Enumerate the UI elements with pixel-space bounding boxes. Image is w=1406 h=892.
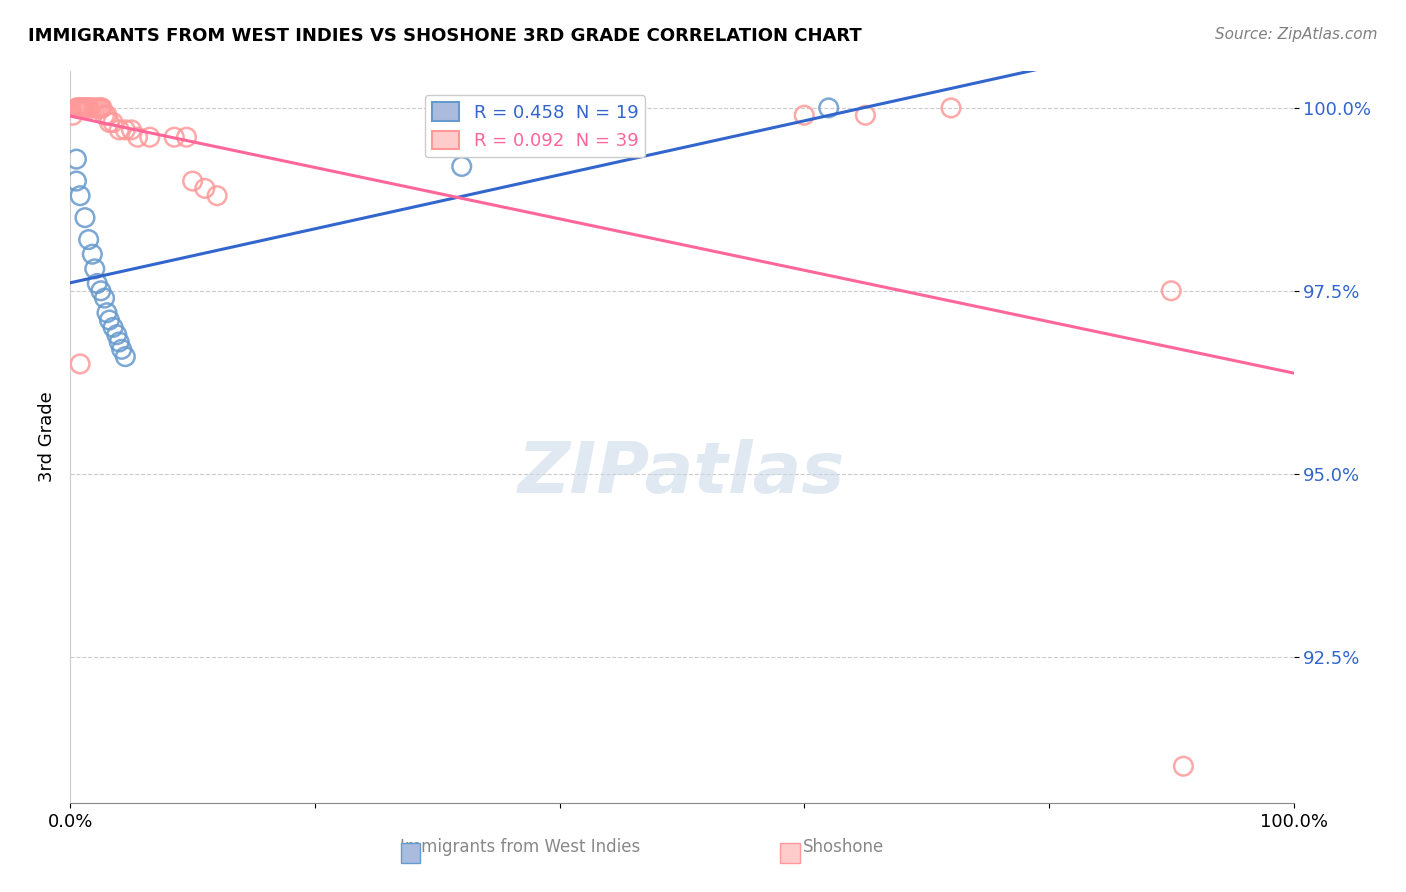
Point bbox=[1160, 284, 1182, 298]
Point bbox=[98, 313, 121, 327]
Text: ZIPatlas: ZIPatlas bbox=[519, 439, 845, 508]
Point bbox=[82, 101, 104, 115]
Point bbox=[108, 334, 131, 349]
Point bbox=[76, 101, 98, 115]
Point bbox=[93, 108, 115, 122]
Point bbox=[77, 233, 100, 247]
Point bbox=[89, 101, 111, 115]
Point bbox=[65, 101, 87, 115]
Text: Shoshone: Shoshone bbox=[803, 838, 884, 856]
Point bbox=[66, 101, 89, 115]
Point bbox=[176, 130, 198, 145]
Point bbox=[82, 247, 104, 261]
Point bbox=[127, 130, 149, 145]
Point bbox=[101, 320, 124, 334]
Point bbox=[793, 108, 815, 122]
Point bbox=[69, 188, 91, 202]
Point bbox=[98, 115, 121, 129]
Y-axis label: 3rd Grade: 3rd Grade bbox=[38, 392, 56, 483]
Point bbox=[163, 130, 186, 145]
Point bbox=[77, 101, 100, 115]
Point bbox=[817, 101, 839, 115]
Point bbox=[111, 343, 134, 357]
Point bbox=[90, 284, 112, 298]
Point bbox=[65, 174, 87, 188]
Point bbox=[69, 357, 91, 371]
Point bbox=[75, 101, 97, 115]
Point bbox=[83, 101, 105, 115]
Point bbox=[72, 101, 94, 115]
Point bbox=[96, 108, 118, 122]
Legend: R = 0.458  N = 19, R = 0.092  N = 39: R = 0.458 N = 19, R = 0.092 N = 39 bbox=[425, 95, 645, 157]
Point bbox=[73, 101, 96, 115]
Point bbox=[86, 101, 108, 115]
Point bbox=[194, 181, 217, 195]
Text: Source: ZipAtlas.com: Source: ZipAtlas.com bbox=[1215, 27, 1378, 42]
Point bbox=[93, 291, 115, 305]
Point bbox=[62, 108, 84, 122]
Point bbox=[855, 108, 877, 122]
Point bbox=[105, 327, 128, 342]
Text: Immigrants from West Indies: Immigrants from West Indies bbox=[401, 838, 640, 856]
Point bbox=[90, 101, 112, 115]
Point bbox=[91, 101, 114, 115]
Point bbox=[101, 115, 124, 129]
Point bbox=[70, 101, 93, 115]
Point bbox=[73, 211, 96, 225]
Point bbox=[69, 101, 91, 115]
Point bbox=[121, 123, 143, 137]
Point bbox=[450, 160, 472, 174]
Point bbox=[114, 123, 136, 137]
Point bbox=[67, 101, 90, 115]
Point bbox=[65, 152, 87, 166]
Point bbox=[73, 101, 96, 115]
Point bbox=[114, 350, 136, 364]
Point bbox=[79, 101, 101, 115]
Point bbox=[86, 277, 108, 291]
Point bbox=[1173, 759, 1195, 773]
Point bbox=[83, 261, 105, 276]
Point bbox=[205, 188, 228, 202]
Text: IMMIGRANTS FROM WEST INDIES VS SHOSHONE 3RD GRADE CORRELATION CHART: IMMIGRANTS FROM WEST INDIES VS SHOSHONE … bbox=[28, 27, 862, 45]
Point bbox=[939, 101, 962, 115]
Point bbox=[181, 174, 204, 188]
Point bbox=[96, 306, 118, 320]
Point bbox=[108, 123, 131, 137]
Point bbox=[139, 130, 162, 145]
